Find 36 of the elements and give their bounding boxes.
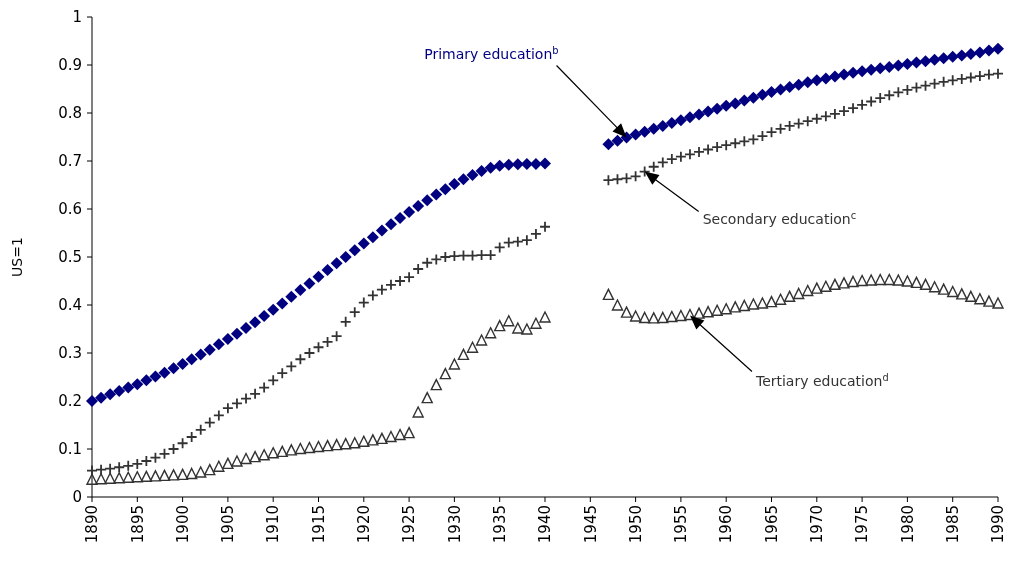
y-tick-label: 0.6 — [58, 200, 82, 219]
x-tick-label: 1910 — [264, 505, 283, 544]
x-tick-label: 1925 — [400, 505, 419, 544]
y-tick-label: 0.1 — [58, 440, 82, 459]
y-tick-label: 0.4 — [58, 296, 82, 315]
x-tick-label: 1935 — [490, 505, 509, 544]
y-tick-label: 0.3 — [58, 344, 82, 363]
x-tick-label: 1930 — [445, 505, 464, 544]
x-tick-label: 1990 — [989, 505, 1008, 544]
x-tick-label: 1945 — [581, 505, 600, 544]
y-tick-label: 0.9 — [58, 56, 82, 75]
x-tick-label: 1950 — [626, 505, 645, 544]
x-tick-label: 1985 — [943, 505, 962, 544]
x-tick-label: 1970 — [808, 505, 827, 544]
y-tick-label: 0.2 — [58, 392, 82, 411]
y-axis-title: US=1 — [9, 237, 25, 277]
y-tick-label: 0 — [72, 488, 82, 507]
y-tick-label: 0.8 — [58, 104, 82, 123]
x-tick-label: 1980 — [898, 505, 917, 544]
x-tick-label: 1895 — [128, 505, 147, 544]
x-tick-label: 1890 — [83, 505, 102, 544]
x-tick-label: 1915 — [309, 505, 328, 544]
text: Tertiary education$^{d}$ — [754, 371, 889, 389]
x-tick-label: 1900 — [173, 505, 192, 544]
x-tick-label: 1905 — [219, 505, 238, 544]
x-tick-label: 1955 — [672, 505, 691, 544]
x-tick-label: 1940 — [536, 505, 555, 544]
y-tick-label: 1 — [72, 8, 82, 27]
text: Primary education$^{b}$ — [424, 44, 559, 63]
y-tick-label: 0.7 — [58, 152, 82, 171]
x-tick-label: 1975 — [853, 505, 872, 544]
y-tick-label: 0.5 — [58, 248, 82, 267]
text: Secondary education$^{c}$ — [702, 209, 857, 227]
x-tick-label: 1960 — [717, 505, 736, 544]
x-tick-label: 1920 — [355, 505, 374, 544]
x-tick-label: 1965 — [762, 505, 781, 544]
